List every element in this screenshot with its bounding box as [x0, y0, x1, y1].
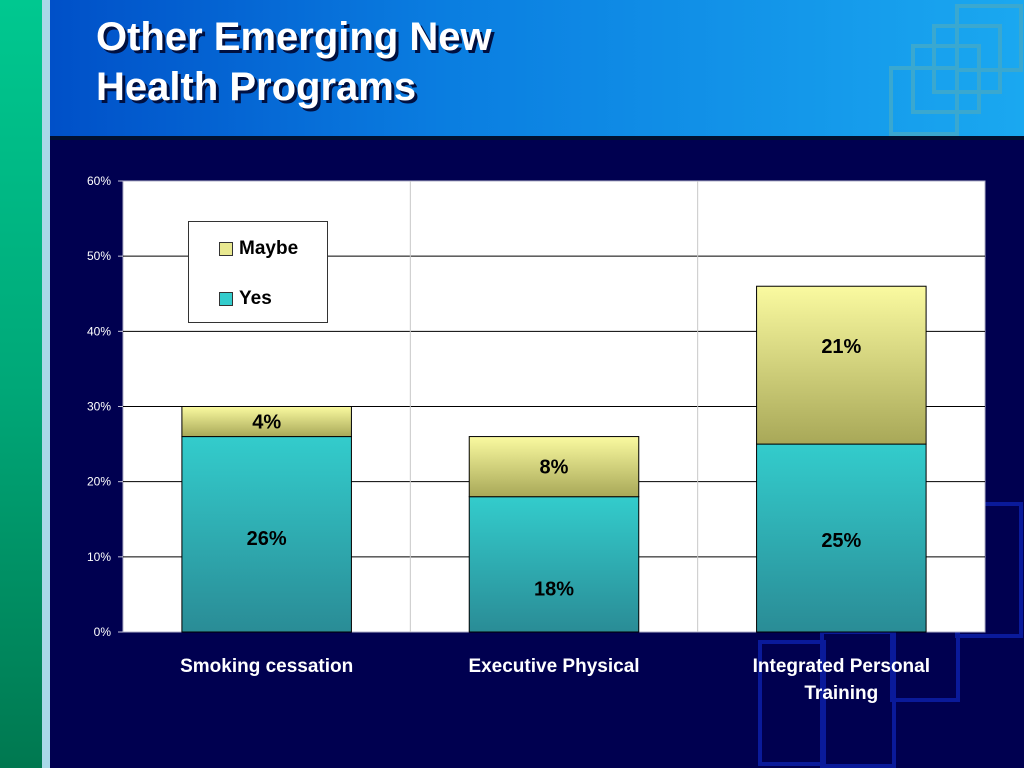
data-label-maybe: 21% [821, 336, 861, 358]
x-tick-label: Training [804, 683, 878, 704]
left-accent-line [42, 0, 50, 768]
left-accent-strip [0, 0, 42, 768]
chart-legend: Maybe Yes [188, 221, 328, 323]
decorative-square [932, 24, 1002, 94]
slide-title-line-1: Other Emerging New [96, 15, 492, 59]
bar-maybe [756, 285, 927, 445]
bar-maybe [468, 436, 640, 498]
decorative-square [911, 44, 981, 114]
y-tick-label: 0% [94, 625, 112, 639]
decorative-square [889, 66, 959, 136]
decorative-square [758, 640, 826, 766]
y-tick-label: 20% [87, 475, 111, 489]
data-label-maybe: 4% [252, 412, 281, 434]
y-tick-label: 60% [87, 174, 111, 188]
bar-yes [181, 436, 352, 633]
data-label-maybe: 8% [540, 457, 569, 479]
data-label-yes: 26% [247, 528, 287, 550]
legend-label-yes: Yes [239, 288, 272, 309]
data-label-yes: 25% [821, 530, 861, 552]
y-tick-label: 50% [87, 249, 111, 263]
x-tick-label: Smoking cessation [180, 656, 353, 677]
legend-swatch-maybe [219, 242, 233, 256]
legend-item-maybe: Maybe [219, 238, 298, 260]
legend-swatch-yes [219, 292, 233, 306]
y-tick-label: 40% [87, 324, 111, 338]
slide-title: Other Emerging New Health Programs [96, 12, 492, 112]
slide-title-line-2: Health Programs [96, 65, 417, 109]
decorative-square [955, 4, 1023, 72]
title-banner [50, 0, 1024, 136]
x-tick-label: Executive Physical [468, 656, 639, 677]
bar-yes [468, 496, 640, 633]
bar-yes [756, 443, 927, 633]
data-label-yes: 18% [534, 579, 574, 601]
legend-label-maybe: Maybe [239, 238, 299, 259]
bar-maybe [181, 406, 352, 438]
x-tick-label: Integrated Personal [753, 656, 930, 677]
legend-item-yes: Yes [219, 288, 272, 310]
title-banner-border [50, 136, 1024, 140]
y-tick-label: 30% [87, 400, 111, 414]
y-tick-label: 10% [87, 550, 111, 564]
